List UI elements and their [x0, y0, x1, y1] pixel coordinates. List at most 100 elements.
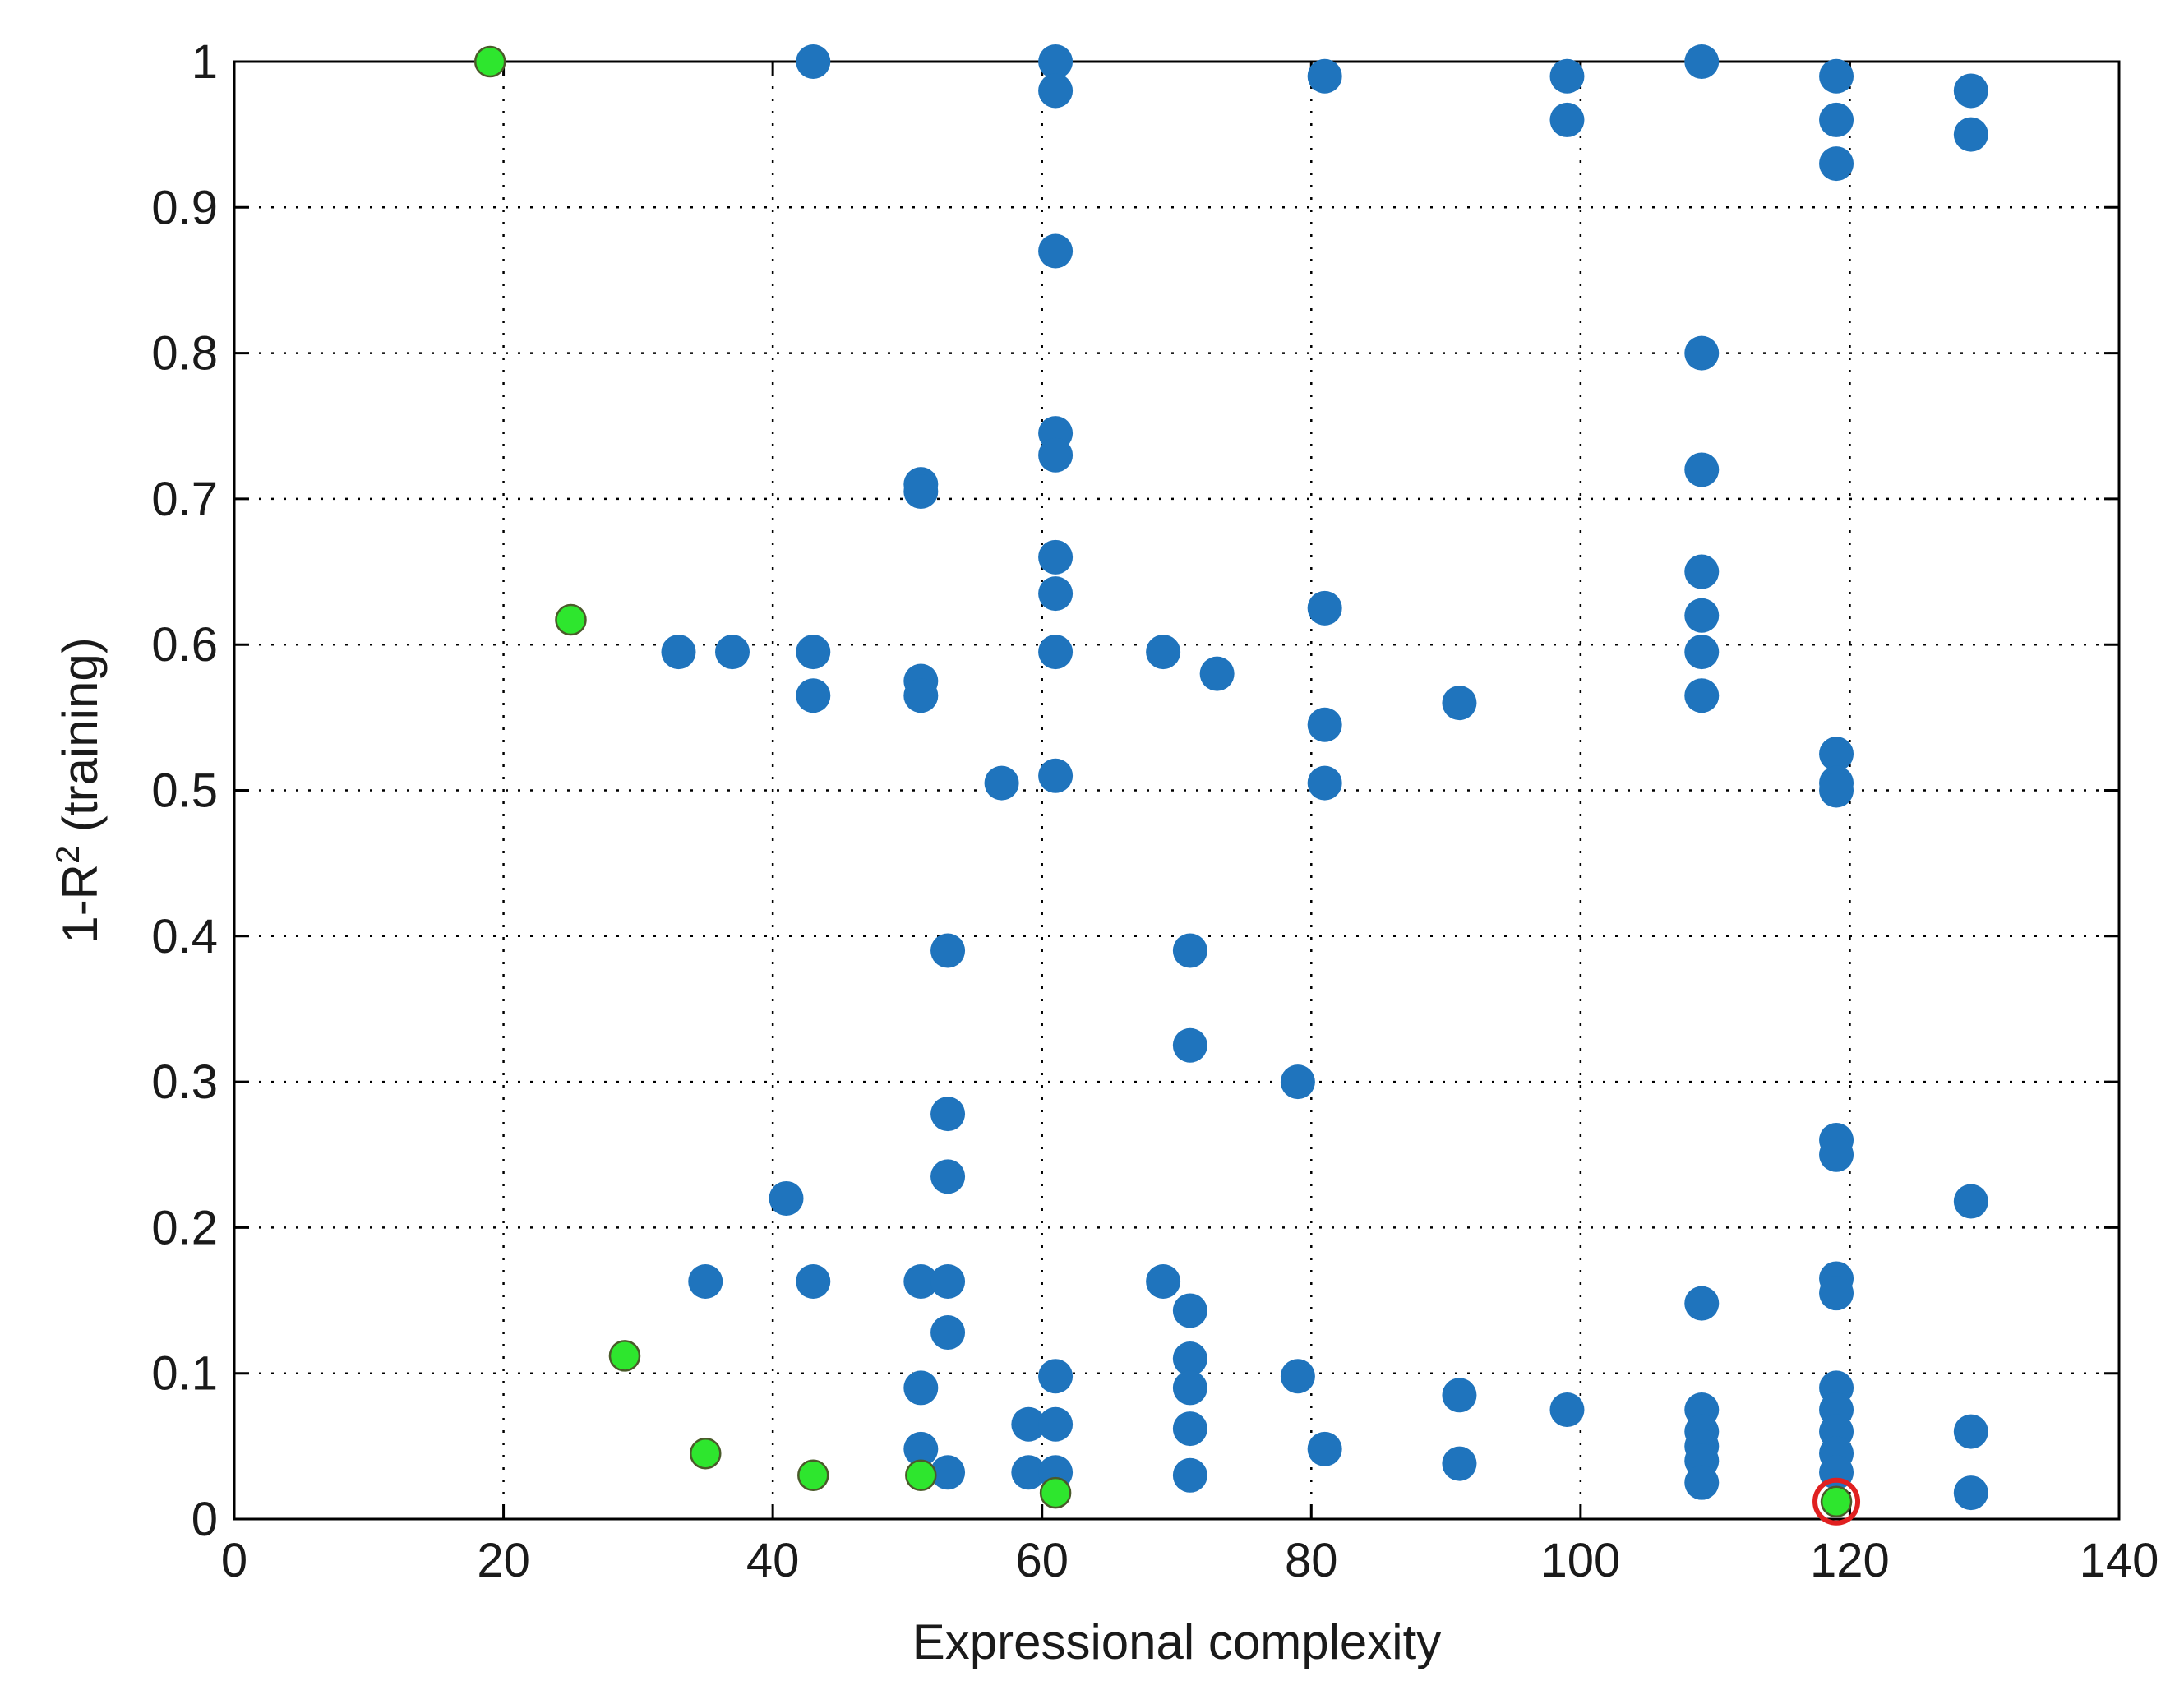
model-point	[1549, 1392, 1585, 1428]
model-point	[1819, 1137, 1854, 1172]
model-point	[1684, 635, 1720, 670]
model-point	[1684, 678, 1720, 713]
x-tick-label: 140	[2080, 1534, 2159, 1587]
model-point	[1172, 1293, 1207, 1328]
model-point	[1307, 58, 1342, 94]
model-point	[1011, 1406, 1046, 1442]
model-point	[715, 635, 750, 670]
model-point	[1172, 1341, 1207, 1376]
model-point	[1038, 437, 1074, 473]
model-point	[1819, 1276, 1854, 1311]
axis-ticks	[233, 60, 2121, 1521]
model-point	[1038, 1406, 1074, 1442]
model-point	[903, 1264, 939, 1300]
model-point	[1953, 73, 1988, 109]
x-axis-label: Expressional complexity	[912, 1614, 1442, 1669]
model-point	[1953, 1414, 1988, 1449]
model-point	[930, 933, 966, 968]
y-axis-label-suffix: (training)	[53, 637, 108, 845]
model-point	[769, 1180, 804, 1216]
y-tick-label: 0	[192, 1493, 218, 1546]
model-point	[661, 635, 696, 670]
pareto-front-point	[608, 1340, 641, 1372]
model-point	[1146, 1264, 1181, 1300]
model-point	[1953, 117, 1988, 152]
x-tick-label: 60	[1015, 1534, 1069, 1587]
pareto-front-point	[690, 1437, 722, 1470]
model-point	[1038, 635, 1074, 670]
model-point	[930, 1264, 966, 1300]
y-axis-label-superscript: 2	[50, 846, 86, 864]
model-point	[1953, 1184, 1988, 1219]
model-point	[796, 1264, 831, 1300]
model-point	[796, 44, 831, 79]
model-point	[1684, 598, 1720, 633]
x-tick-label: 80	[1285, 1534, 1338, 1587]
model-point	[1549, 102, 1585, 137]
model-point	[903, 474, 939, 510]
model-point	[1038, 576, 1074, 612]
data-points	[473, 44, 1988, 1526]
model-point	[1819, 102, 1854, 137]
model-point	[1684, 452, 1720, 487]
y-tick-label: 0.7	[151, 473, 218, 526]
pareto-front-point	[797, 1459, 829, 1492]
model-point	[1172, 933, 1207, 968]
y-tick-label: 0.4	[151, 910, 218, 963]
y-axis-label: 1-R2 (training)	[50, 637, 108, 943]
model-point	[930, 1315, 966, 1351]
pareto-front-point	[555, 603, 587, 636]
x-tick-label: 100	[1540, 1534, 1620, 1587]
y-tick-label: 0.8	[151, 327, 218, 381]
model-point	[903, 1431, 939, 1466]
model-point	[984, 765, 1019, 801]
model-point	[930, 1159, 966, 1194]
x-tick-label: 40	[746, 1534, 800, 1587]
model-point	[1038, 758, 1074, 793]
model-point	[1684, 335, 1720, 371]
model-point	[1684, 44, 1720, 79]
model-point	[1819, 146, 1854, 182]
x-tick-label: 120	[1810, 1534, 1890, 1587]
model-point	[930, 1097, 966, 1132]
model-point	[903, 678, 939, 713]
model-point	[1442, 1378, 1477, 1413]
y-tick-label: 1	[192, 35, 218, 89]
pareto-front-point	[473, 45, 506, 78]
model-point	[903, 1370, 939, 1406]
model-point	[1038, 233, 1074, 269]
y-tick-label: 0.3	[151, 1055, 218, 1109]
model-point	[1307, 1431, 1342, 1466]
y-tick-label: 0.9	[151, 181, 218, 234]
model-point	[1280, 1064, 1315, 1100]
model-point	[1442, 686, 1477, 721]
model-point	[1038, 44, 1074, 79]
x-axis-tick-labels: 0 20 40 60 80 100 120 140	[221, 1534, 2159, 1587]
model-point	[1199, 656, 1235, 691]
model-point	[1953, 1475, 1988, 1511]
model-point	[1172, 1411, 1207, 1447]
model-point	[1549, 58, 1585, 94]
pareto-front-point	[905, 1459, 937, 1492]
pareto-front-point	[1039, 1476, 1072, 1509]
model-point	[688, 1264, 723, 1300]
model-point	[930, 1455, 966, 1490]
y-tick-label: 0.1	[151, 1347, 218, 1401]
model-point	[1684, 1465, 1720, 1500]
selected-point-marker	[1812, 1477, 1861, 1526]
model-point	[796, 635, 831, 670]
model-point	[1442, 1446, 1477, 1481]
model-point	[1172, 1457, 1207, 1493]
model-point	[1819, 773, 1854, 808]
model-point	[1307, 765, 1342, 801]
y-tick-label: 0.2	[151, 1201, 218, 1254]
model-point	[1038, 73, 1074, 109]
y-axis-tick-labels: 0 0.1 0.2 0.3 0.4 0.5 0.6 0.7 0.8 0.9 1	[151, 35, 218, 1546]
model-point	[1819, 58, 1854, 94]
model-point	[1172, 1370, 1207, 1406]
model-point	[1684, 1286, 1720, 1321]
model-point	[1038, 539, 1074, 575]
model-point	[1146, 635, 1181, 670]
y-tick-label: 0.5	[151, 764, 218, 818]
